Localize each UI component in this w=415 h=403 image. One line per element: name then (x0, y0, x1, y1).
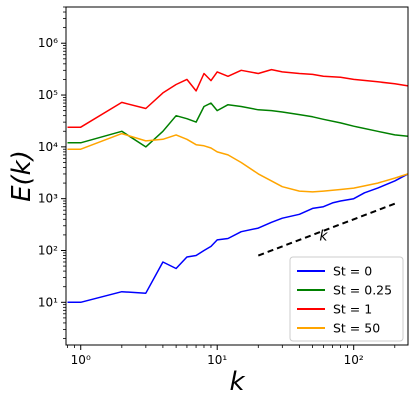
reference-line-label: k (319, 228, 328, 244)
legend-entry-label: St = 50 (333, 321, 380, 336)
y-tick-label: 10³ (38, 192, 58, 206)
legend: St = 0 St = 0.25 St = 1 St = 50 (289, 256, 404, 342)
y-axis-label: E(k) (7, 150, 37, 202)
reference-line-layer: k (257, 202, 396, 257)
x-tick-label: 10¹ (207, 353, 227, 367)
series-line-st-50 (67, 132, 409, 193)
x-tick-label: 10⁰ (71, 353, 91, 367)
series-line-st-1 (67, 68, 409, 128)
reference-slope-line (257, 202, 396, 257)
legend-box (289, 256, 404, 342)
y-tick-label: 10⁵ (38, 88, 58, 102)
series-layer (67, 68, 409, 304)
y-tick-label: 10² (38, 243, 58, 257)
series-line-st-0 (67, 173, 409, 304)
x-axis-label: k (229, 367, 245, 397)
plot-frame (65, 6, 409, 346)
y-tick-label: 10⁴ (38, 140, 58, 154)
legend-entry-label: St = 1 (333, 302, 372, 317)
legend-entry-label: St = 0.25 (333, 283, 392, 298)
legend-entry-label: St = 0 (333, 264, 372, 279)
y-tick-label: 10¹ (38, 295, 58, 309)
ticks-layer: 10⁰ 10¹ 10² 10¹ 10² 10³ 10⁴ 10⁵ 10⁶ (38, 6, 396, 367)
y-tick-label: 10⁶ (38, 36, 58, 50)
x-tick-label: 10² (344, 353, 364, 367)
series-line-st-0-25 (67, 102, 409, 148)
